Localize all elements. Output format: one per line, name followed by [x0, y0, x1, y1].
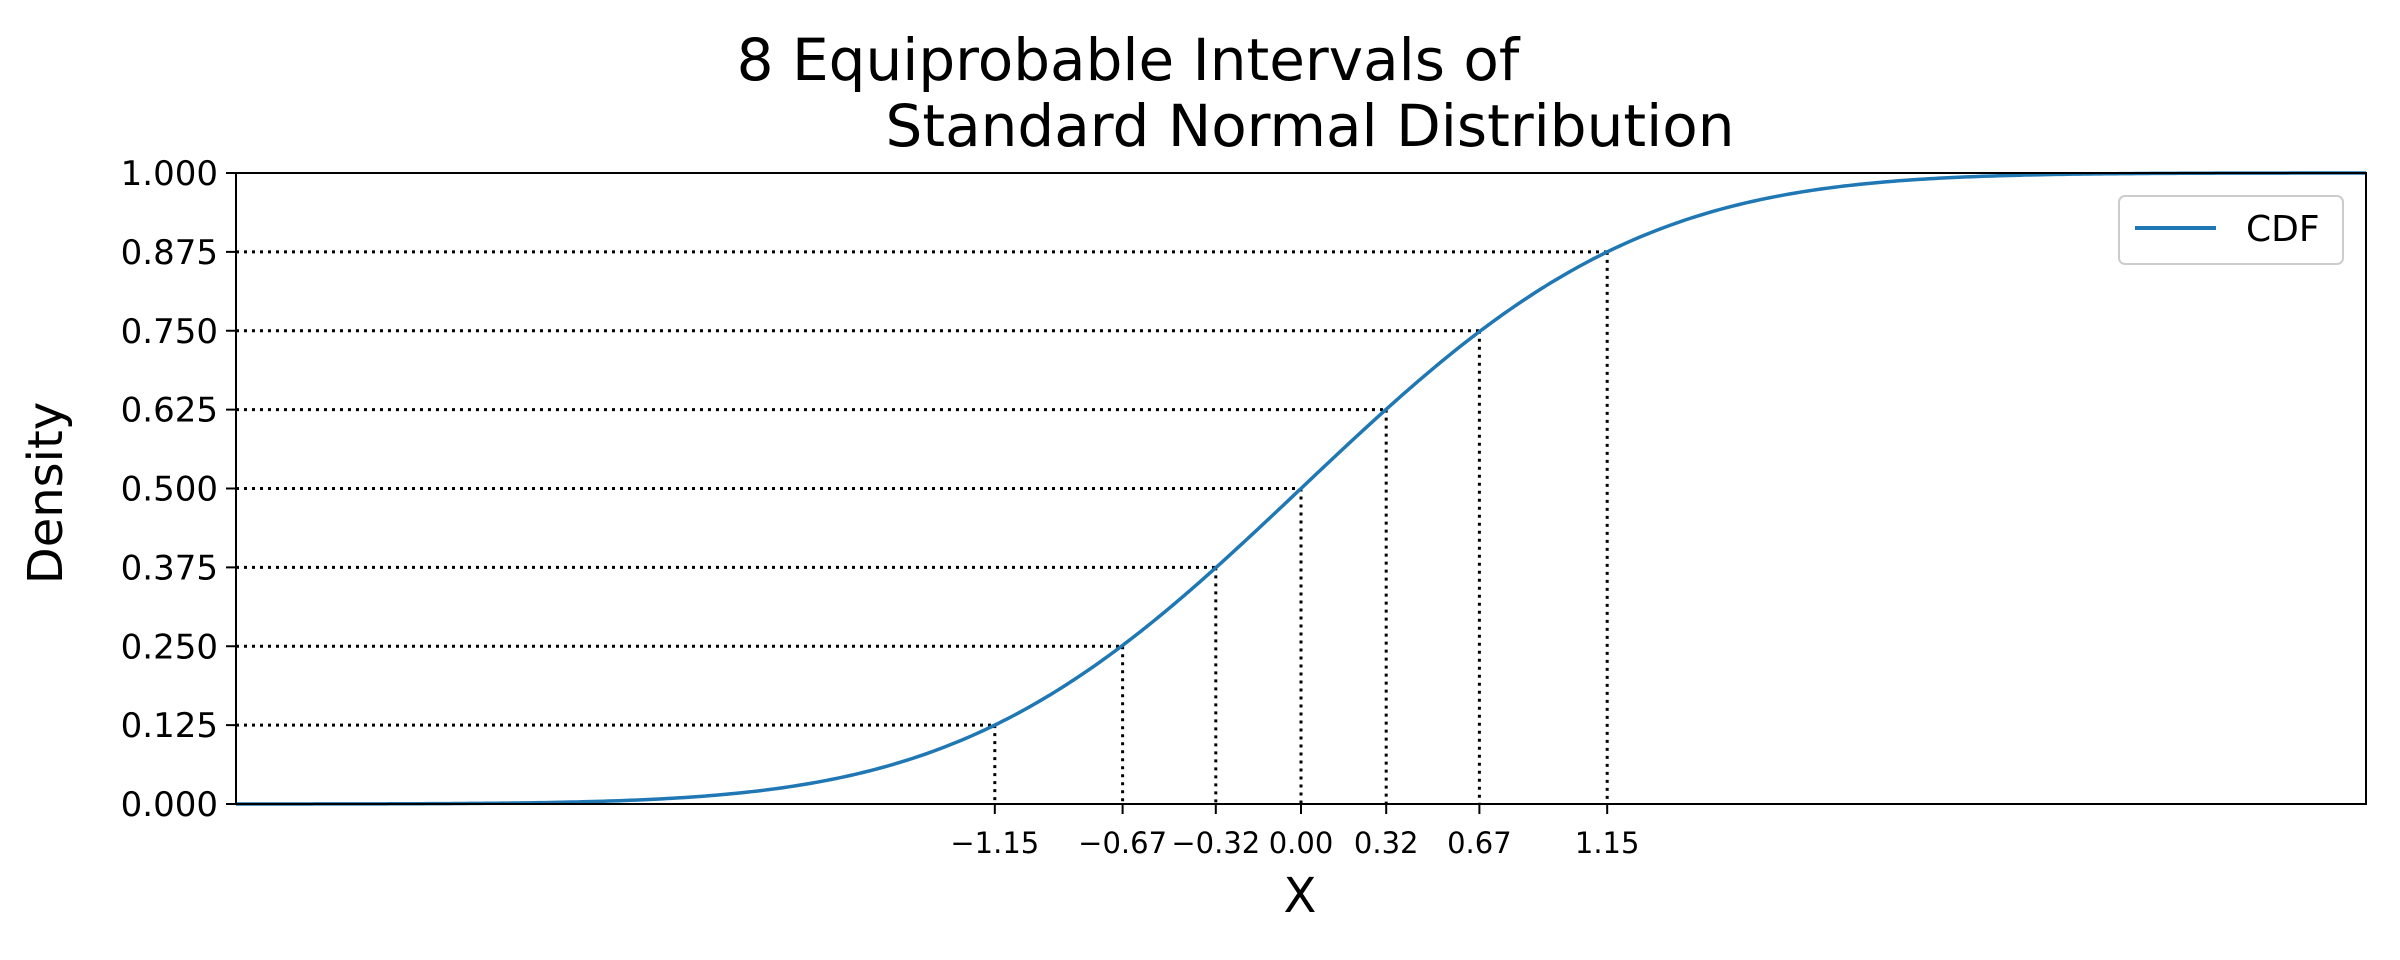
x-tick-label: 0.32 [1354, 826, 1419, 860]
plot-series [236, 171, 2366, 806]
x-tick-label: 0.00 [1269, 826, 1334, 860]
y-tick-label: 1.000 [121, 154, 218, 194]
legend-box [2118, 195, 2344, 265]
y-axis-ticks: 0.000 0.125 0.250 0.375 0.500 0.625 0.750 0.875… [121, 154, 236, 825]
y-tick-label: 0.375 [121, 548, 218, 588]
chart-title-line-2: Standard Normal Distribution [886, 92, 1735, 160]
x-tick-label: −1.15 [950, 826, 1039, 860]
legend-label-cdf: CDF [2246, 209, 2320, 250]
x-tick-label: 0.67 [1447, 826, 1512, 860]
y-axis-label: Density [18, 402, 74, 584]
y-tick-label: 0.250 [121, 627, 218, 667]
cdf-line [236, 171, 2366, 806]
x-tick-label: −0.32 [1171, 826, 1260, 860]
y-tick-label: 0.625 [121, 391, 218, 431]
y-tick-label: 0.000 [121, 785, 218, 825]
y-tick-label: 0.500 [121, 470, 218, 510]
quantile-reference-lines [236, 250, 1609, 804]
legend: CDF [2118, 195, 2344, 265]
y-tick-label: 0.875 [121, 233, 218, 273]
chart-title-line-1: 8 Equiprobable Intervals of [737, 26, 1521, 94]
x-tick-label: −0.67 [1078, 826, 1167, 860]
x-axis-ticks: −1.15 −0.67 −0.32 0.00 0.32 0.67 1.15 [950, 804, 1639, 860]
x-axis-label: X [1284, 868, 1317, 924]
y-tick-label: 0.125 [121, 706, 218, 746]
x-tick-label: 1.15 [1575, 826, 1640, 860]
y-tick-label: 0.750 [121, 312, 218, 352]
